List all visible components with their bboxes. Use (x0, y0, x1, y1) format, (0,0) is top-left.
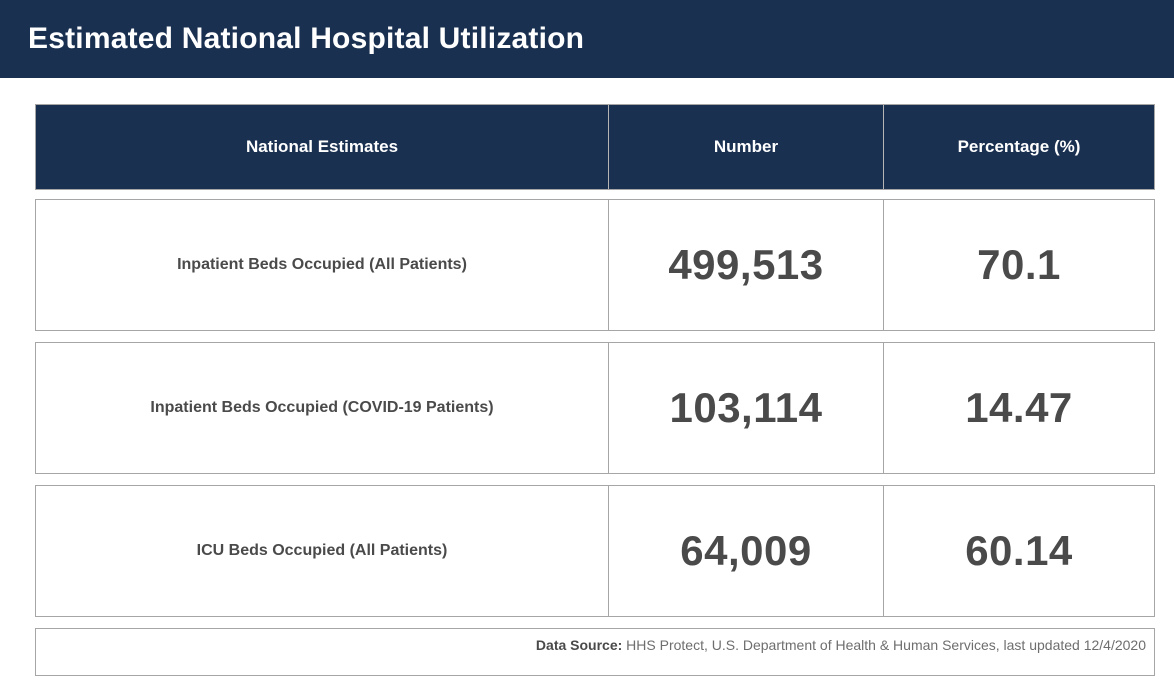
data-source-text: HHS Protect, U.S. Department of Health &… (622, 637, 1146, 653)
header-cell-percentage: Percentage (%) (883, 105, 1154, 189)
row-label: ICU Beds Occupied (All Patients) (196, 542, 448, 559)
row-number: 499,513 (608, 200, 883, 330)
row-percentage: 14.47 (883, 343, 1154, 473)
header-cell-number: Number (608, 105, 883, 189)
row-label: Inpatient Beds Occupied (All Patients) (177, 256, 467, 273)
table-row: ICU Beds Occupied (All Patients) 64,009 … (35, 485, 1155, 617)
row-percentage: 60.14 (883, 486, 1154, 616)
row-number: 103,114 (608, 343, 883, 473)
table-header-row: National Estimates Number Percentage (%) (35, 104, 1155, 190)
row-label: Inpatient Beds Occupied (COVID-19 Patien… (150, 399, 494, 416)
table-row: Inpatient Beds Occupied (All Patients) 4… (35, 199, 1155, 331)
table-footer: Data Source: HHS Protect, U.S. Departmen… (35, 628, 1155, 676)
data-source-label: Data Source: (535, 637, 623, 653)
page-title: Estimated National Hospital Utilization (28, 22, 585, 55)
utilization-table: National Estimates Number Percentage (%)… (35, 104, 1155, 676)
header-cell-national-estimates: National Estimates (245, 137, 399, 156)
page-header: Estimated National Hospital Utilization (0, 0, 1174, 78)
row-number: 64,009 (608, 486, 883, 616)
table-row: Inpatient Beds Occupied (COVID-19 Patien… (35, 342, 1155, 474)
row-percentage: 70.1 (883, 200, 1154, 330)
